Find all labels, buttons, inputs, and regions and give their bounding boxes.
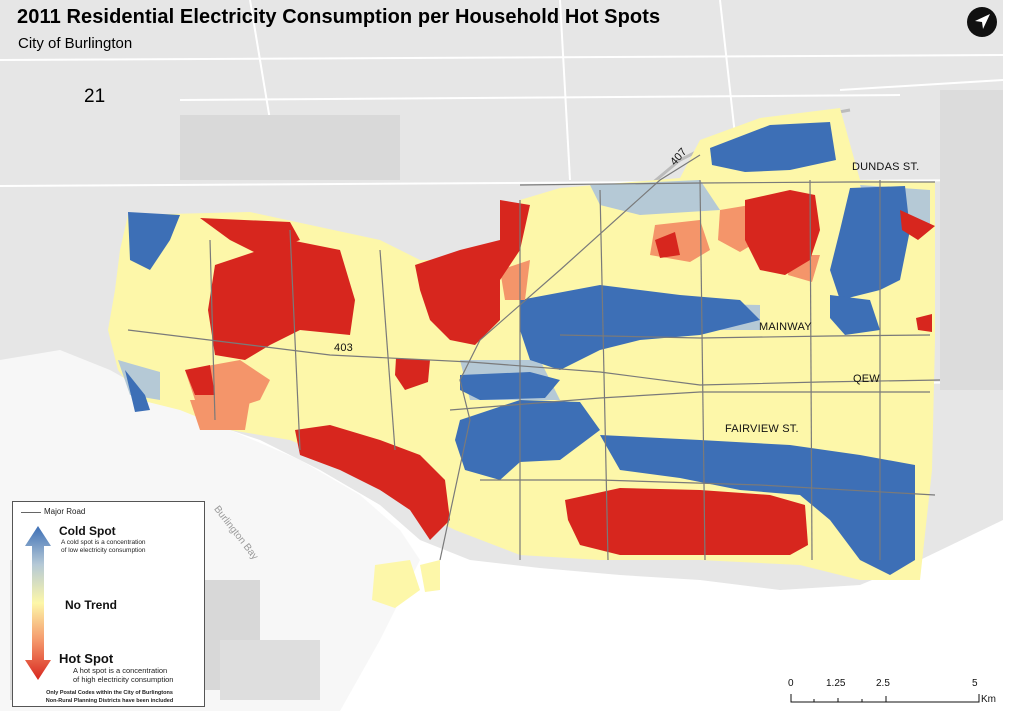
road-label-fairview: FAIRVIEW ST. (725, 423, 799, 435)
road-label-403: 403 (334, 342, 353, 354)
legend-hot-desc-line: A hot spot is a concentration (73, 666, 168, 675)
scale-tick-3: 5 (972, 678, 978, 689)
legend-major-road: Major Road (44, 507, 86, 516)
major-roads (127, 154, 941, 561)
hot-spots (185, 190, 935, 555)
industrial-block (220, 640, 320, 700)
neutral-patch (372, 560, 420, 608)
neutral-patch (420, 560, 440, 592)
scale-unit: Km (981, 694, 996, 705)
legend-cold-desc: A cold spot is a concentration of low el… (61, 539, 201, 555)
legend-note-line: Only Postal Codes within the City of Bur… (46, 690, 173, 696)
page-number: 21 (84, 86, 106, 107)
map-frame: 2011 Residential Electricity Consumption… (0, 0, 1003, 711)
scale-tick-2: 2.5 (876, 678, 890, 689)
road-label-qew: QEW (853, 373, 880, 385)
map-canvas (0, 0, 1003, 711)
north-arrow-icon (967, 7, 997, 37)
legend-hot-title: Hot Spot (59, 651, 114, 666)
road-label-mainway: MAINWAY (759, 321, 812, 333)
urban-area (180, 115, 400, 180)
legend-no-trend: No Trend (65, 598, 118, 612)
legend-cold-title: Cold Spot (59, 524, 116, 538)
scale-bar-line (790, 694, 980, 703)
major-road-swatch (21, 512, 41, 513)
scale-tick-1: 1.25 (826, 678, 846, 689)
legend-cold-desc-line: A cold spot is a concentration (61, 539, 146, 546)
legend-note-line: Non-Rural Planning Districts have been i… (45, 698, 174, 704)
legend: Major Road Cold Spot A cold spot is a co… (12, 501, 205, 707)
legend-hot-desc-line: of high electricity consumption (73, 675, 174, 684)
legend-color-ramp (25, 526, 51, 680)
map-subtitle: City of Burlington (18, 35, 133, 52)
legend-cold-desc-line: of low electricity consumption (61, 547, 146, 554)
legend-hot-desc: A hot spot is a concentration of high el… (73, 666, 203, 684)
urban-area (940, 90, 1003, 390)
road-label-dundas: DUNDAS ST. (852, 161, 920, 173)
page-margin (1003, 0, 1024, 711)
scale-bar: 0 1.25 2.5 5 Km (780, 678, 1002, 708)
legend-note: Only Postal Codes within the City of Bur… (17, 689, 202, 705)
scale-tick-0: 0 (788, 678, 794, 689)
cold-spots (125, 122, 915, 575)
map-title: 2011 Residential Electricity Consumption… (17, 6, 661, 28)
